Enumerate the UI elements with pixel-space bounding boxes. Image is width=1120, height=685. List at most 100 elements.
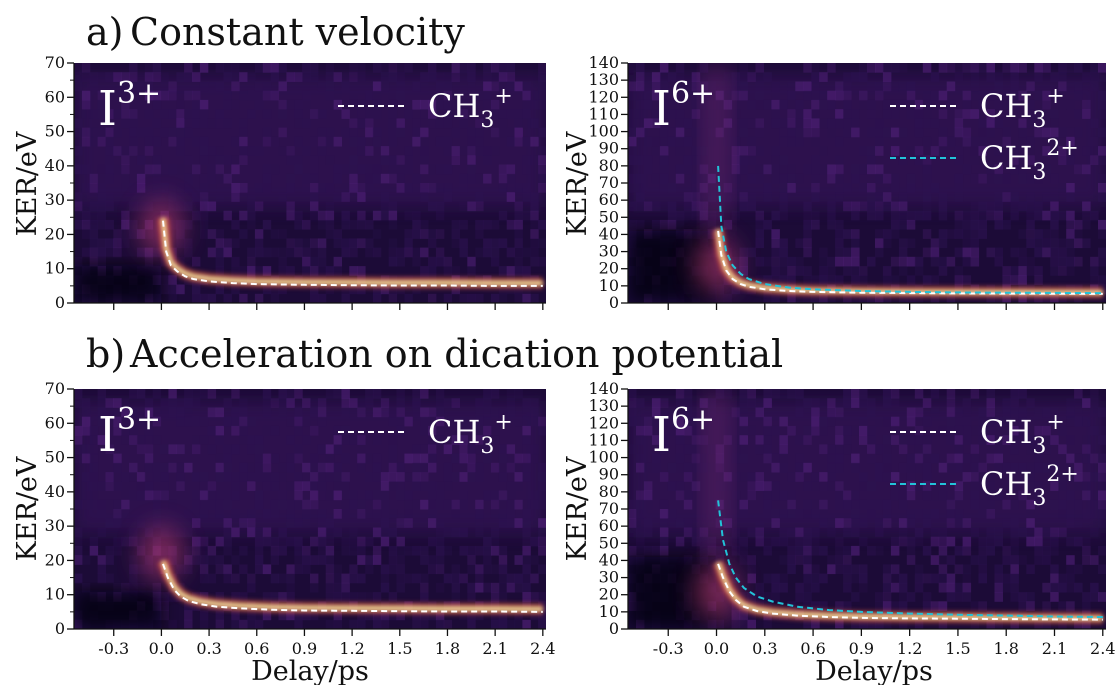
x-tick-label: 2.4 bbox=[1090, 639, 1115, 658]
heatmap-a-left bbox=[74, 63, 546, 303]
y-tick-label: 130 bbox=[588, 70, 619, 89]
y-tick-label: 30 bbox=[599, 242, 619, 261]
heatmap-b-left bbox=[74, 389, 546, 629]
x-tick-label: -0.3 bbox=[653, 639, 684, 658]
x-tick-label: 0.6 bbox=[244, 639, 269, 658]
y-tick-label: 60 bbox=[45, 413, 65, 432]
ion-label: I6+ bbox=[652, 402, 715, 463]
heatmap-a-right bbox=[628, 63, 1106, 303]
row-a-title: Constant velocity bbox=[130, 10, 465, 54]
row-b-title: Acceleration on dication potential bbox=[129, 332, 783, 376]
y-tick-label: 60 bbox=[599, 190, 619, 209]
xlabel-b-right: Delay/ps bbox=[815, 656, 933, 685]
heatmap-b-right bbox=[628, 389, 1106, 629]
y-tick-label: 0 bbox=[55, 619, 65, 638]
ion-label-charge: 3+ bbox=[117, 76, 161, 111]
y-tick-label: 30 bbox=[45, 516, 65, 535]
legend-label-1: CH32+ bbox=[980, 136, 1079, 185]
legend-label-0: CH3+ bbox=[980, 84, 1065, 133]
y-tick-label: 20 bbox=[45, 550, 65, 569]
legend-label-sup: 2+ bbox=[1046, 136, 1078, 161]
ylabel-b-right: KER/eV bbox=[562, 456, 593, 561]
ylabel-b-left: KER/eV bbox=[12, 456, 43, 561]
series-line-ch3-plus bbox=[162, 220, 543, 287]
y-tick-label: 0 bbox=[55, 293, 65, 312]
x-tick-label: -0.3 bbox=[98, 639, 129, 658]
zero-delay-streak bbox=[706, 389, 727, 557]
ylabel-a-right: KER/eV bbox=[562, 131, 593, 236]
legend-label-1: CH32+ bbox=[980, 462, 1079, 511]
legend-label-base: CH bbox=[428, 413, 480, 451]
y-tick-label: 30 bbox=[45, 190, 65, 209]
legend-label-sup: + bbox=[1046, 84, 1064, 109]
y-tick-label: 70 bbox=[45, 379, 65, 398]
legend-label-sub: 3 bbox=[1032, 434, 1046, 459]
legend-label-sub: 3 bbox=[1032, 108, 1046, 133]
x-tick-label: 1.2 bbox=[339, 639, 364, 658]
y-tick-label: 110 bbox=[588, 430, 619, 449]
y-tick-label: 40 bbox=[45, 482, 65, 501]
y-tick-label: 70 bbox=[599, 499, 619, 518]
zero-delay-streak bbox=[706, 63, 727, 231]
pre-zero-dark bbox=[74, 264, 162, 303]
y-tick-label: 20 bbox=[45, 224, 65, 243]
legend-label-0: CH3+ bbox=[980, 410, 1065, 459]
panel-b-right: I6+ CH3+CH32+0102030405060708090100110120… bbox=[588, 379, 1115, 658]
x-tick-label: 1.5 bbox=[387, 639, 412, 658]
legend-label-sub: 3 bbox=[480, 108, 494, 133]
ion-label-base: I bbox=[98, 407, 117, 463]
ion-label: I6+ bbox=[652, 76, 715, 137]
y-tick-label: 70 bbox=[45, 53, 65, 72]
legend-label-sub: 3 bbox=[1032, 160, 1046, 185]
legend-label-0: CH3+ bbox=[428, 84, 513, 133]
y-tick-label: 90 bbox=[599, 139, 619, 158]
y-tick-label: 20 bbox=[599, 259, 619, 278]
y-tick-label: 40 bbox=[45, 156, 65, 175]
x-tick-label: 0.9 bbox=[849, 639, 874, 658]
y-tick-label: 110 bbox=[588, 104, 619, 123]
x-tick-label: 2.4 bbox=[530, 639, 555, 658]
y-tick-label: 40 bbox=[599, 224, 619, 243]
y-tick-label: 50 bbox=[599, 533, 619, 552]
ion-label-base: I bbox=[652, 407, 671, 463]
y-tick-label: 90 bbox=[599, 465, 619, 484]
series-line-ch3-plus bbox=[162, 563, 543, 613]
y-tick-label: 130 bbox=[588, 396, 619, 415]
legend-label-sub: 3 bbox=[480, 434, 494, 459]
legend-label-base: CH bbox=[980, 139, 1032, 177]
x-tick-label: 1.2 bbox=[897, 639, 922, 658]
y-tick-label: 10 bbox=[45, 259, 65, 278]
pre-zero-dark bbox=[74, 590, 162, 629]
y-tick-label: 140 bbox=[588, 53, 619, 72]
ion-label-base: I bbox=[98, 81, 117, 137]
y-tick-label: 50 bbox=[45, 122, 65, 141]
y-tick-label: 120 bbox=[588, 87, 619, 106]
y-tick-label: 10 bbox=[599, 276, 619, 295]
x-tick-label: 1.5 bbox=[945, 639, 970, 658]
y-tick-label: 50 bbox=[599, 207, 619, 226]
legend-label-base: CH bbox=[980, 465, 1032, 503]
legend-label-sup: 2+ bbox=[1046, 462, 1078, 487]
y-tick-label: 50 bbox=[45, 448, 65, 467]
legend-label-base: CH bbox=[980, 87, 1032, 125]
x-tick-label: 1.8 bbox=[435, 639, 460, 658]
y-tick-label: 80 bbox=[599, 482, 619, 501]
y-tick-label: 70 bbox=[599, 173, 619, 192]
noise-texture bbox=[628, 389, 1106, 629]
y-tick-label: 10 bbox=[599, 602, 619, 621]
y-tick-label: 80 bbox=[599, 156, 619, 175]
y-tick-label: 60 bbox=[599, 516, 619, 535]
x-tick-label: 0.0 bbox=[149, 639, 174, 658]
ion-label: I3+ bbox=[98, 76, 161, 137]
y-tick-label: 140 bbox=[588, 379, 619, 398]
y-tick-label: 30 bbox=[599, 568, 619, 587]
x-tick-label: 2.1 bbox=[1042, 639, 1067, 658]
y-tick-label: 0 bbox=[609, 293, 619, 312]
legend-label-sub: 3 bbox=[1032, 486, 1046, 511]
legend-label-sup: + bbox=[494, 84, 512, 109]
legend-label-sup: + bbox=[494, 410, 512, 435]
zero-delay-blob bbox=[139, 525, 184, 582]
